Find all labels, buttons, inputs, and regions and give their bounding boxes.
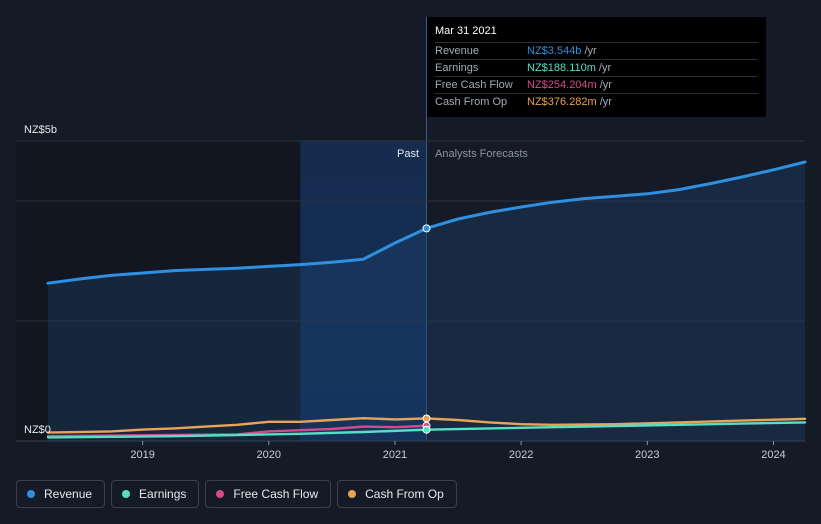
legend-dot-icon <box>122 490 131 498</box>
tooltip-label: Free Cash Flow <box>435 79 513 91</box>
tooltip-row-free-cash-flow: Free Cash Flow NZ$254.204m/yr <box>435 76 758 93</box>
x-tick-label-2020: 2020 <box>257 449 281 461</box>
legend-label: Revenue <box>44 487 93 501</box>
tooltip-label: Cash From Op <box>435 96 508 108</box>
past-region-shade <box>16 141 301 441</box>
tooltip-row-earnings: Earnings NZ$188.110m/yr <box>435 59 758 76</box>
legend-dot-icon <box>27 490 35 498</box>
tooltip-date: Mar 31 2021 <box>435 25 497 37</box>
legend-item-free-cash-flow[interactable]: Free Cash Flow <box>205 480 332 508</box>
tooltip-value: NZ$376.282m <box>527 96 597 108</box>
cash-from-op-hover-point <box>422 414 431 423</box>
revenue-hover-point <box>422 224 431 233</box>
revenue-earnings-chart: NZ$5b NZ$0 Past Analysts Forecasts 2019 2… <box>16 17 807 461</box>
legend-item-earnings[interactable]: Earnings <box>111 480 200 508</box>
x-tick-label-2019: 2019 <box>130 449 154 461</box>
legend-item-cash-from-op[interactable]: Cash From Op <box>337 480 457 508</box>
tooltip-label: Earnings <box>435 62 479 74</box>
past-region-label: Past <box>397 148 419 160</box>
hover-tooltip: Mar 31 2021 Revenue NZ$3.544b/yr Earnings N… <box>427 17 766 117</box>
legend-label: Earnings <box>139 487 187 501</box>
revenue-line-past <box>46 226 428 285</box>
tooltip-label: Revenue <box>435 45 480 57</box>
tooltip-unit: /yr <box>598 62 612 74</box>
tooltip-row-revenue: Revenue NZ$3.544b/yr <box>435 42 758 59</box>
tooltip-value: NZ$254.204m <box>527 79 597 91</box>
revenue-line-forecast <box>425 160 807 230</box>
legend-label: Cash From Op <box>365 487 444 501</box>
legend-dot-icon <box>216 490 225 498</box>
x-tick-label-2023: 2023 <box>635 449 659 461</box>
cash-from-op-line-past <box>46 417 428 434</box>
x-tick-label-2021: 2021 <box>383 449 407 461</box>
earnings-line-forecast <box>425 421 807 431</box>
x-tick-label-2022: 2022 <box>509 449 533 461</box>
tooltip-unit: /yr <box>584 45 597 57</box>
cash-from-op-line-forecast <box>425 417 807 426</box>
tooltip-unit: /yr <box>599 79 612 91</box>
highlight-band <box>300 141 427 441</box>
x-tick-label-2024: 2024 <box>761 449 785 461</box>
revenue-area <box>48 162 805 441</box>
legend-label: Free Cash Flow <box>233 487 319 501</box>
earnings-hover-point <box>422 425 431 434</box>
y-axis-bottom-label: NZ$0 <box>24 424 51 436</box>
forecast-region-label: Analysts Forecasts <box>435 148 528 160</box>
legend-dot-icon <box>348 490 357 498</box>
tooltip-value: NZ$3.544b <box>527 45 582 57</box>
earnings-line-past <box>46 428 428 439</box>
tooltip-value: NZ$188.110m <box>527 62 596 74</box>
tooltip-unit: /yr <box>599 96 612 108</box>
chart-legend: Revenue Earnings Free Cash Flow Cash From O… <box>16 480 457 508</box>
tooltip-row-cash-from-op: Cash From Op NZ$376.282m/yr <box>435 93 758 110</box>
legend-item-revenue[interactable]: Revenue <box>16 480 106 508</box>
y-axis-top-label: NZ$5b <box>24 124 57 136</box>
